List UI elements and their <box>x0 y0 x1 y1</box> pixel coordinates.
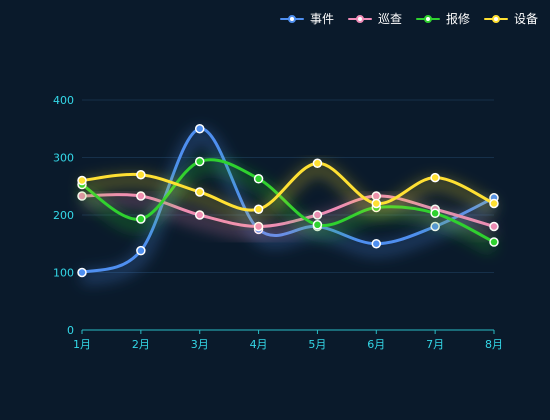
data-point <box>253 174 264 184</box>
data-point <box>430 208 440 219</box>
data-point <box>194 210 205 220</box>
series-line <box>80 161 496 212</box>
data-point <box>312 158 323 168</box>
legend-item[interactable]: 设备 <box>483 10 538 27</box>
data-point <box>489 221 499 232</box>
x-tick-label: 5月 <box>308 338 326 351</box>
x-tick-label: 6月 <box>367 338 385 351</box>
data-point <box>136 214 146 224</box>
data-point <box>312 210 323 220</box>
data-point <box>489 237 499 247</box>
x-tick-label: 8月 <box>485 338 503 351</box>
legend-swatch <box>483 13 508 25</box>
data-point <box>430 172 440 183</box>
data-point <box>194 124 205 134</box>
legend-item[interactable]: 报修 <box>415 10 470 27</box>
legend-item[interactable]: 巡查 <box>347 10 402 27</box>
legend: 事件 巡查 报修 设备 <box>279 10 538 27</box>
data-point <box>253 204 264 214</box>
x-tick-label: 1月 <box>73 338 91 351</box>
y-tick-label: 400 <box>53 94 74 107</box>
legend-swatch <box>279 13 304 25</box>
series-glow <box>81 162 498 224</box>
x-tick-label: 3月 <box>191 338 209 351</box>
series-4 <box>77 158 499 224</box>
data-point <box>77 267 87 278</box>
legend-label: 事件 <box>309 12 334 26</box>
series-line <box>80 193 496 229</box>
data-point <box>194 187 205 197</box>
data-point <box>253 221 264 232</box>
data-point <box>136 245 146 256</box>
data-point <box>312 220 323 230</box>
data-point <box>371 198 382 209</box>
legend-item[interactable]: 事件 <box>279 10 334 27</box>
y-tick-label: 200 <box>53 209 74 222</box>
y-tick-label: 300 <box>53 152 74 165</box>
x-tick-label: 2月 <box>132 338 150 351</box>
y-tick-label: 100 <box>53 267 74 280</box>
data-point <box>136 191 146 201</box>
data-point <box>489 198 499 209</box>
data-point <box>371 239 382 249</box>
legend-label: 报修 <box>445 12 470 26</box>
axes: 0 100 200 300 400 1月 2月 3月 4月 5月 6月 7月 8月 <box>53 94 503 351</box>
legend-label: 设备 <box>513 12 538 26</box>
legend-swatch <box>347 13 372 25</box>
data-point <box>77 175 87 186</box>
series <box>77 124 499 286</box>
data-point <box>136 170 146 180</box>
x-tick-label: 7月 <box>426 338 444 351</box>
y-tick-label: 0 <box>67 324 74 337</box>
x-tick-label: 4月 <box>250 338 268 351</box>
legend-swatch <box>415 13 440 25</box>
data-point <box>194 156 205 167</box>
legend-label: 巡查 <box>377 12 402 26</box>
